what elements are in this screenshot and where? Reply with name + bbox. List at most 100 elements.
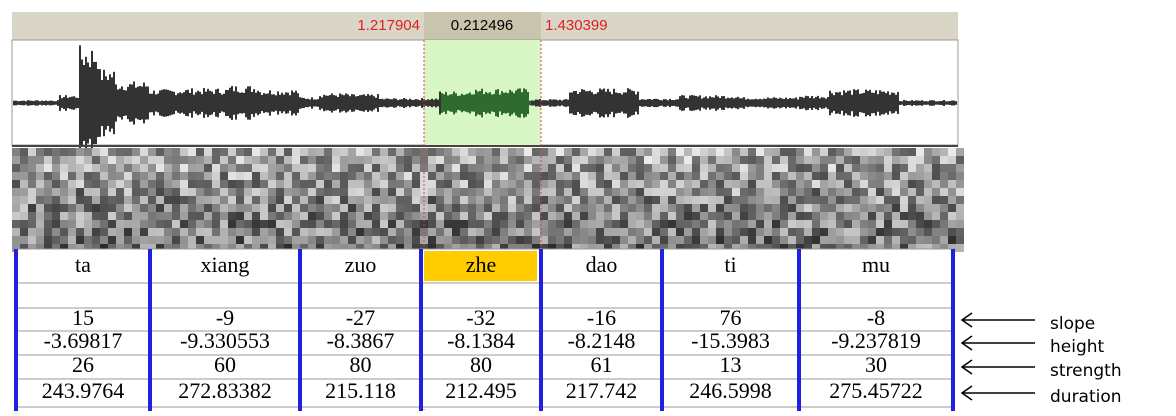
spec-cell	[460, 220, 468, 228]
spec-cell	[524, 156, 532, 164]
spec-cell	[636, 148, 644, 156]
selection-duration: 0.212496	[451, 17, 514, 34]
feature-value: -8.3867	[327, 328, 395, 353]
spec-cell	[516, 212, 524, 220]
spec-cell	[556, 156, 564, 164]
spec-cell	[836, 236, 844, 244]
spec-cell	[124, 164, 132, 172]
spec-cell	[36, 236, 44, 244]
spec-cell	[76, 196, 84, 204]
spec-cell	[220, 188, 228, 196]
spec-cell	[468, 204, 476, 212]
spec-cell	[76, 148, 84, 156]
spec-cell	[172, 156, 180, 164]
spec-cell	[460, 188, 468, 196]
spec-cell	[852, 236, 860, 244]
spec-cell	[100, 188, 108, 196]
spec-cell	[660, 156, 668, 164]
spec-cell	[612, 196, 620, 204]
spec-cell	[308, 204, 316, 212]
spec-cell	[356, 172, 364, 180]
spec-cell	[684, 172, 692, 180]
spec-cell	[324, 220, 332, 228]
spec-cell	[692, 172, 700, 180]
spec-cell	[756, 196, 764, 204]
spec-cell	[876, 180, 884, 188]
spec-cell	[468, 212, 476, 220]
spec-cell	[180, 148, 188, 156]
spec-cell	[556, 164, 564, 172]
spec-cell	[764, 228, 772, 236]
spec-cell	[748, 204, 756, 212]
spec-cell	[412, 164, 420, 172]
spec-cell	[716, 228, 724, 236]
spec-cell	[932, 156, 940, 164]
spec-cell	[844, 220, 852, 228]
spec-cell	[164, 236, 172, 244]
spec-cell	[556, 196, 564, 204]
spec-cell	[396, 156, 404, 164]
spec-cell	[596, 236, 604, 244]
spec-cell	[620, 172, 628, 180]
spec-cell	[100, 228, 108, 236]
spec-cell	[668, 204, 676, 212]
spec-cell	[764, 148, 772, 156]
spec-cell	[788, 204, 796, 212]
spec-cell	[220, 196, 228, 204]
spec-cell	[780, 212, 788, 220]
spec-cell	[100, 196, 108, 204]
spec-cell	[732, 236, 740, 244]
spec-cell	[204, 204, 212, 212]
spec-cell	[956, 196, 964, 204]
feature-value: -15.3983	[691, 328, 770, 353]
spec-cell	[948, 212, 956, 220]
spec-cell	[28, 156, 36, 164]
spec-cell	[404, 180, 412, 188]
spec-cell	[588, 172, 596, 180]
spec-cell	[356, 148, 364, 156]
spec-cell	[596, 172, 604, 180]
spec-cell	[692, 180, 700, 188]
spec-cell	[828, 180, 836, 188]
spec-cell	[108, 156, 116, 164]
spec-cell	[516, 196, 524, 204]
spec-cell	[812, 228, 820, 236]
spec-cell	[476, 148, 484, 156]
spec-cell	[588, 236, 596, 244]
spec-cell	[116, 228, 124, 236]
spec-cell	[652, 196, 660, 204]
spec-cell	[644, 172, 652, 180]
spec-cell	[868, 164, 876, 172]
spec-cell	[852, 204, 860, 212]
spec-cell	[132, 188, 140, 196]
spec-cell	[100, 236, 108, 244]
spec-cell	[52, 204, 60, 212]
spec-cell	[548, 236, 556, 244]
spec-cell	[468, 236, 476, 244]
spec-cell	[196, 204, 204, 212]
spec-cell	[804, 204, 812, 212]
spec-cell	[636, 156, 644, 164]
spec-cell	[764, 212, 772, 220]
spec-cell	[436, 148, 444, 156]
spec-cell	[572, 188, 580, 196]
spec-cell	[340, 180, 348, 188]
spec-cell	[532, 148, 540, 156]
spec-cell	[20, 156, 28, 164]
spec-cell	[956, 204, 964, 212]
spec-cell	[660, 220, 668, 228]
spec-cell	[500, 148, 508, 156]
spec-cell	[380, 220, 388, 228]
spec-cell	[68, 188, 76, 196]
spec-cell	[180, 180, 188, 188]
spec-cell	[900, 212, 908, 220]
spec-cell	[92, 172, 100, 180]
spec-cell	[500, 212, 508, 220]
spec-cell	[628, 228, 636, 236]
spec-cell	[892, 220, 900, 228]
spec-cell	[460, 204, 468, 212]
spec-cell	[804, 148, 812, 156]
spec-cell	[924, 156, 932, 164]
spec-cell	[948, 164, 956, 172]
spec-cell	[500, 188, 508, 196]
